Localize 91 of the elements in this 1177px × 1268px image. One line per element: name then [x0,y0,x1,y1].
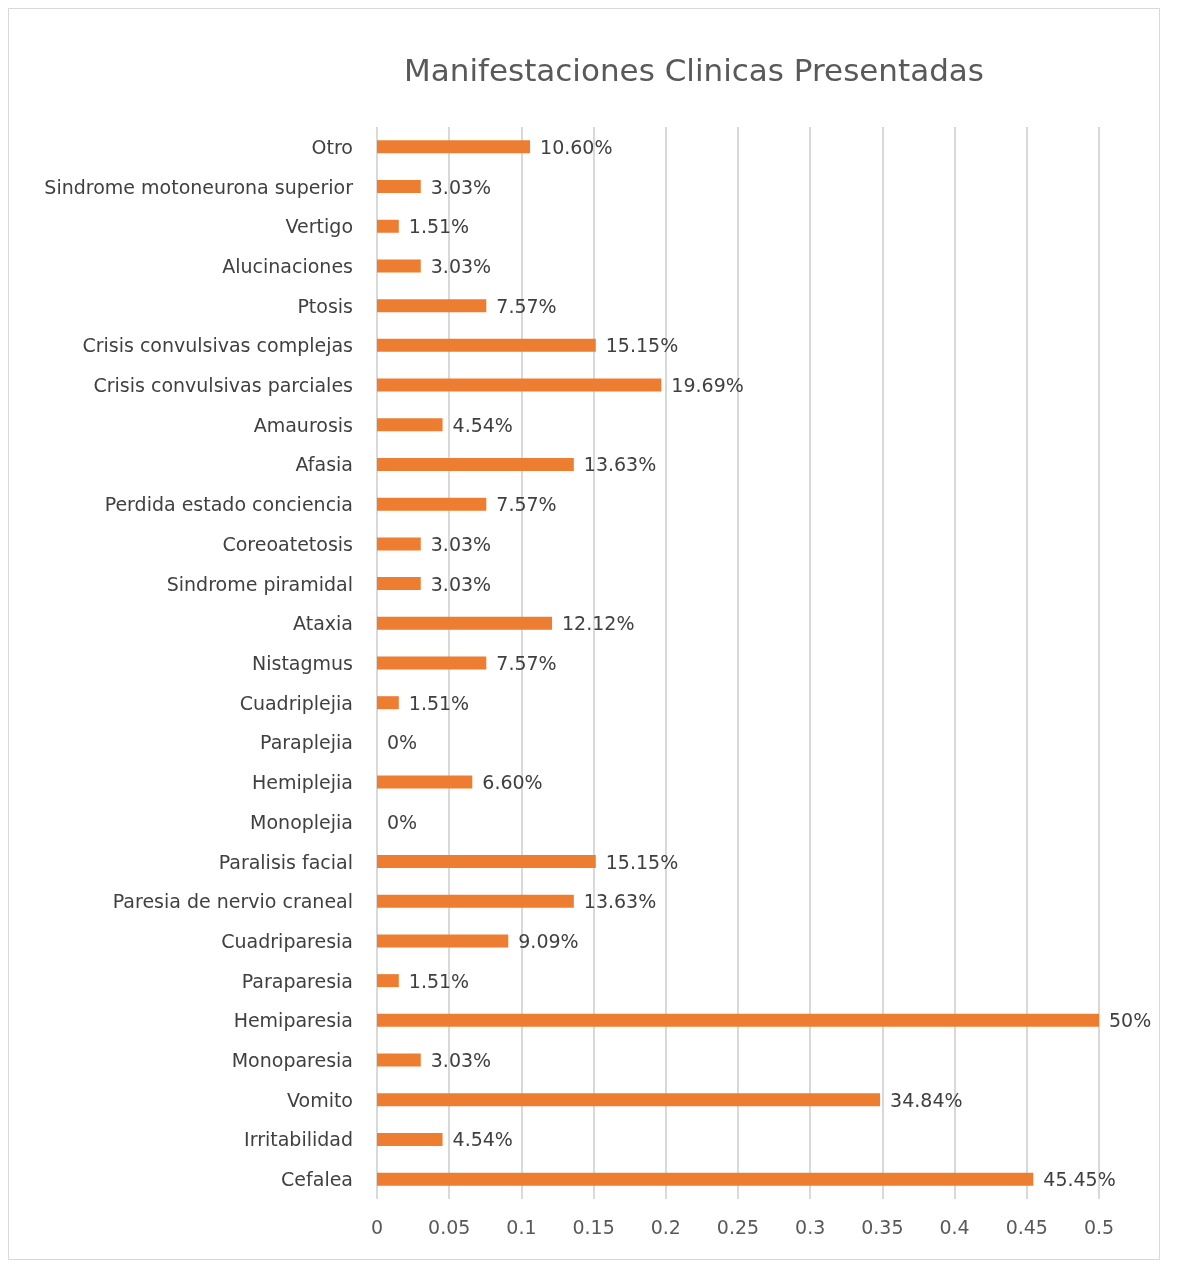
y-tick-label: Crisis convulsivas parciales [93,374,353,397]
bar [377,338,596,352]
bar [377,418,443,432]
bar [377,1172,1034,1186]
y-tick-label: Vertigo [285,215,353,238]
data-label: 13.63% [583,453,657,476]
data-label: 7.57% [496,294,557,317]
bar [377,1132,443,1146]
bar [377,299,487,313]
bar [377,457,574,471]
data-label: 3.03% [430,1049,492,1072]
x-tick-label: 0.35 [861,1215,904,1238]
y-tick-label: Paralisis facial [218,850,353,873]
data-label: 45.45% [1043,1168,1116,1191]
y-tick-label: Cefalea [281,1168,353,1191]
bar [377,140,531,154]
y-tick-label: Ataxia [293,612,353,635]
x-tick-label: 0.2 [650,1215,681,1238]
bar [377,696,399,710]
bar [377,259,421,273]
y-tick-label: Sindrome piramidal [166,572,353,595]
y-tick-label: Monoparesia [231,1049,353,1072]
bar [377,1053,421,1067]
bar [377,775,473,789]
x-tick-label: 0.25 [716,1215,760,1238]
bar [377,934,509,948]
y-tick-label: Coreoatetosis [222,532,353,555]
data-label: 3.03% [430,572,492,595]
data-label: 12.12% [562,612,635,635]
data-label: 0% [387,810,418,833]
data-label: 3.03% [430,254,492,277]
data-label: 9.09% [518,929,579,952]
x-tick-label: 0.45 [1005,1215,1048,1238]
y-tick-label: Amaurosis [253,413,353,436]
chart-title: Manifestaciones Clinicas Presentadas [404,51,984,88]
y-tick-label: Otro [311,135,353,158]
y-tick-label: Afasia [295,453,353,476]
x-tick-label: 0.3 [795,1215,826,1238]
bar [377,497,487,511]
x-tick-label: 0.4 [939,1215,970,1238]
data-label: 1.51% [408,691,470,714]
y-tick-label: Crisis convulsivas complejas [82,334,353,357]
x-tick-label: 0.5 [1083,1215,1115,1238]
data-label: 1.51% [408,969,470,992]
x-tick-label: 0 [370,1215,384,1238]
y-tick-label: Cuadriplejia [239,691,353,714]
y-tick-label: Nistagmus [252,652,353,674]
data-label: 3.03% [430,532,492,555]
x-tick-label: 0.1 [506,1215,537,1238]
bar [377,1093,881,1107]
data-label: 19.69% [671,374,744,397]
x-tick-label: 0.15 [572,1215,615,1238]
data-label: 1.51% [408,215,470,238]
y-tick-label: Paresia de nervio craneal [112,890,353,913]
y-tick-label: Hemiparesia [233,1009,353,1032]
x-tick-label: 0.05 [428,1215,471,1238]
y-tick-label: Paraplejia [260,731,353,754]
data-label: 50% [1109,1009,1152,1032]
y-tick-label: Vomito [286,1088,353,1111]
data-label: 7.57% [496,652,557,674]
bar [377,974,399,988]
data-label: 4.54% [452,413,513,436]
bar [377,219,399,233]
bar [377,537,421,551]
y-tick-label: Hemiplejia [252,771,353,794]
data-label: 13.63% [583,890,657,913]
y-tick-label: Paraparesia [241,969,353,992]
bar [377,855,596,869]
data-label: 34.84% [890,1088,963,1111]
bar [377,1013,1099,1027]
y-tick-label: Alucinaciones [222,254,353,277]
data-label: 3.03% [430,175,492,198]
data-label: 6.60% [482,771,543,794]
y-tick-label: Sindrome motoneurona superior [44,175,354,198]
y-tick-label: Monoplejia [250,810,353,833]
bar [377,894,574,908]
data-label: 4.54% [452,1128,513,1151]
data-label: 15.15% [605,850,679,873]
y-tick-label: Perdida estado conciencia [104,493,353,516]
y-tick-label: Ptosis [297,294,353,317]
data-label: 10.60% [540,135,613,158]
data-label: 0% [387,731,418,754]
bar [377,656,487,670]
bar [377,180,421,194]
data-label: 7.57% [496,493,557,516]
data-label: 15.15% [605,334,679,357]
y-tick-label: Cuadriparesia [221,929,353,952]
bar [377,616,553,630]
y-tick-label: Irritabilidad [244,1128,353,1151]
bar [377,378,662,392]
bar [377,577,421,591]
